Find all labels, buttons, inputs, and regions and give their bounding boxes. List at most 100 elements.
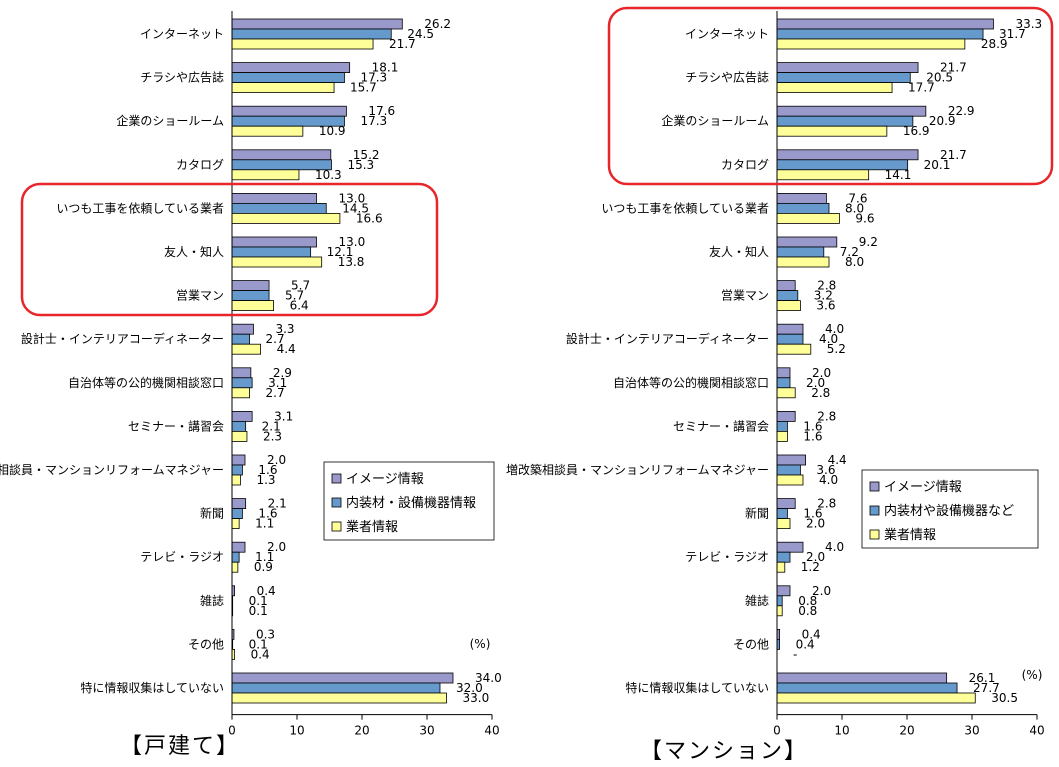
chart-detached-house: インターネット26.224.521.7チラシや広告誌18.117.315.7企業… [0, 11, 502, 759]
data-label: 8.0 [845, 255, 864, 269]
x-tick-label: 10 [834, 724, 849, 738]
data-label: 33.0 [463, 691, 490, 705]
data-label: 18.1 [372, 61, 399, 75]
legend-swatch [869, 481, 880, 492]
legend-swatch [869, 529, 880, 540]
data-label: 14.1 [885, 168, 912, 182]
legend-swatch [331, 497, 342, 508]
data-label: 5.7 [291, 279, 310, 293]
x-tick-label: 10 [289, 724, 304, 738]
bar [776, 169, 870, 181]
data-label: 3.2 [814, 289, 833, 303]
data-label: 1.6 [803, 419, 822, 433]
data-label: 4.0 [825, 322, 844, 336]
category-label: 増改築相談員・マンションリフォームマネジャー [506, 462, 769, 477]
bar [776, 333, 804, 345]
category-label: チラシや広告誌 [140, 70, 224, 85]
bar [231, 62, 351, 73]
category-group: 特に情報収集はしていない 34.032.033.0 [80, 671, 501, 705]
category-label: 友人・知人 [709, 245, 769, 259]
data-label: 10.3 [315, 168, 342, 182]
category-label: チラシや広告誌 [685, 70, 769, 85]
category-label: 特に情報収集はしていない [625, 680, 769, 695]
chart-title: 【戸建て】 [120, 734, 240, 759]
category-label: 雑誌 [200, 593, 224, 608]
bar [231, 377, 253, 389]
bar [776, 377, 791, 389]
category-label: セミナー・講習会 [128, 418, 224, 433]
bar [231, 561, 239, 573]
bar [776, 290, 799, 302]
bar [231, 692, 447, 704]
highlight-box [607, 6, 1054, 186]
data-label: 1.2 [801, 560, 820, 574]
legend-label: 業者情報 [884, 527, 936, 543]
bar [776, 430, 788, 442]
bar [231, 105, 347, 117]
data-label: 33.3 [1015, 17, 1042, 31]
category-group: セミナー・講習会 3.12.12.3 [128, 409, 293, 443]
bar [231, 333, 250, 345]
data-label: 4.4 [277, 342, 296, 356]
bar [776, 323, 804, 335]
x-tick-label: 20 [354, 724, 369, 738]
legend-swatch [331, 521, 342, 532]
bar [231, 508, 243, 520]
data-label: 17.7 [908, 81, 935, 95]
bar [231, 430, 248, 442]
data-label: 0.8 [798, 604, 817, 618]
bar [776, 387, 796, 399]
bar [231, 551, 240, 563]
data-label: 9.2 [859, 235, 878, 249]
bar [231, 256, 323, 268]
bar [231, 236, 317, 248]
data-label: 13.0 [339, 191, 366, 205]
category-group: カタログ 21.720.1 14.1 [721, 148, 967, 182]
category-group: テレビ・ラジオ 2.01.10.9 [140, 540, 286, 574]
bar [776, 561, 786, 573]
data-label: - [793, 647, 797, 661]
bar [231, 420, 247, 432]
data-label: 0.1 [249, 637, 268, 651]
bar [776, 454, 807, 466]
bar [231, 149, 332, 161]
data-label: 16.6 [356, 211, 383, 225]
bar [231, 72, 345, 83]
highlight-box [20, 182, 439, 317]
bar [776, 246, 825, 258]
bar [776, 508, 788, 520]
bar [231, 367, 252, 379]
category-group: 増改築相談員・マンションリフォームマネジャー 2.01.61.3 [0, 453, 286, 487]
data-label: 2.3 [263, 429, 282, 443]
bar [776, 420, 788, 432]
category-group: 新聞 2.81.62.0 [745, 497, 836, 531]
data-label: 17.6 [368, 104, 395, 118]
category-group: 新聞 2.11.61.1 [200, 497, 287, 531]
legend-label: 業者情報 [346, 519, 398, 535]
data-label: 0.4 [796, 637, 815, 651]
bar [776, 28, 984, 40]
data-label: 26.1 [969, 671, 996, 685]
category-group: 企業のショールーム 22.920.916.9 [661, 104, 974, 138]
unit-label: (%) [1022, 668, 1043, 682]
bar [776, 300, 801, 312]
bar [776, 115, 914, 127]
category-label: 友人・知人 [164, 245, 224, 259]
data-label: 9.6 [855, 211, 874, 225]
data-label: 2.1 [262, 419, 281, 433]
data-label: 21.7 [940, 61, 967, 75]
category-label: 新聞 [745, 506, 769, 521]
bar [231, 454, 246, 466]
bar [776, 82, 893, 93]
chart-condominium: インターネット33.331.728.9チラシや広告誌21.720.517.7企業… [506, 6, 1054, 764]
bar [776, 149, 919, 161]
data-label: 3.1 [274, 409, 293, 423]
legend-label: 内装材・設備機器情報 [346, 495, 476, 511]
legend-frame [323, 461, 495, 541]
bar [776, 672, 948, 684]
data-label: 32.0 [456, 681, 483, 695]
data-label: 14.5 [342, 201, 369, 215]
